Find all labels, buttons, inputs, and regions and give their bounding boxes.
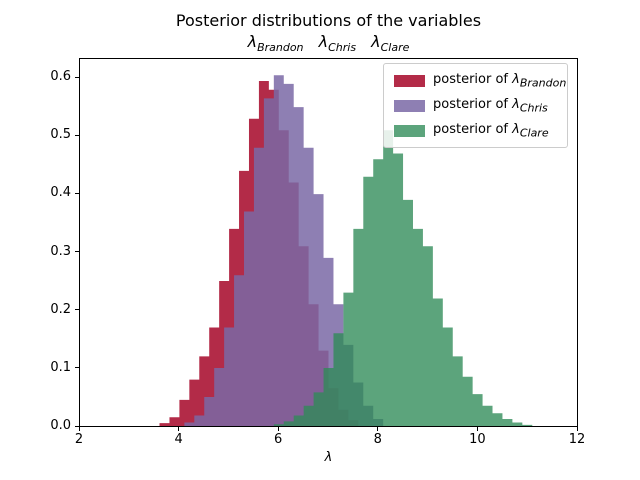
legend: posterior of λBrandon posterior of λChri…: [383, 63, 568, 148]
chart-title: Posterior distributions of the variables: [175, 11, 482, 30]
x-tick-label: 2: [74, 432, 84, 447]
legend-swatch-brandon: [394, 74, 425, 87]
y-tick-mark: [75, 309, 79, 311]
y-tick-mark: [75, 425, 79, 427]
x-tick-label: 12: [568, 432, 586, 447]
y-tick-label: 0.4: [50, 185, 71, 201]
legend-label-clare: posterior of λClare: [433, 121, 549, 140]
x-tick-mark: [576, 427, 578, 431]
legend-item-chris: posterior of λChris: [392, 95, 559, 117]
y-tick-mark: [75, 251, 79, 253]
subtitle-var-chris: λChris: [318, 32, 357, 55]
x-tick-mark: [377, 427, 379, 431]
x-tick-label: 6: [274, 432, 283, 447]
y-tick-label: 0.3: [50, 243, 71, 259]
y-tick-mark: [75, 76, 79, 78]
y-tick-label: 0.0: [50, 418, 71, 433]
legend-item-clare: posterior of λClare: [392, 120, 559, 142]
y-tick-label: 0.2: [50, 301, 71, 317]
x-axis-label: λ: [324, 450, 333, 465]
legend-label-chris: posterior of λChris: [433, 96, 548, 115]
legend-item-brandon: posterior of λBrandon: [392, 70, 566, 92]
legend-swatch-clare: [394, 124, 425, 137]
x-tick-label: 10: [469, 432, 486, 447]
y-tick-label: 0.1: [50, 359, 71, 375]
x-tick-label: 8: [373, 432, 382, 447]
subtitle-var-brandon: λBrandon: [247, 32, 304, 55]
x-tick-mark: [277, 427, 279, 431]
y-tick-mark: [75, 367, 79, 369]
x-tick-label: 4: [174, 432, 183, 447]
x-tick-mark: [78, 427, 80, 431]
histogram-plot: [159, 75, 533, 426]
chart-subtitle: λBrandon λChris λClare: [79, 32, 578, 54]
legend-label-brandon: posterior of λBrandon: [433, 71, 567, 90]
x-tick-mark: [476, 427, 478, 431]
y-tick-label: 0.6: [50, 69, 71, 85]
x-tick-mark: [178, 427, 180, 431]
y-tick-mark: [75, 192, 79, 194]
legend-swatch-chris: [394, 99, 425, 112]
y-tick-label: 0.5: [50, 127, 71, 143]
subtitle-var-clare: λClare: [371, 32, 410, 55]
histogram-series-2: [273, 130, 533, 426]
y-tick-mark: [75, 134, 79, 136]
